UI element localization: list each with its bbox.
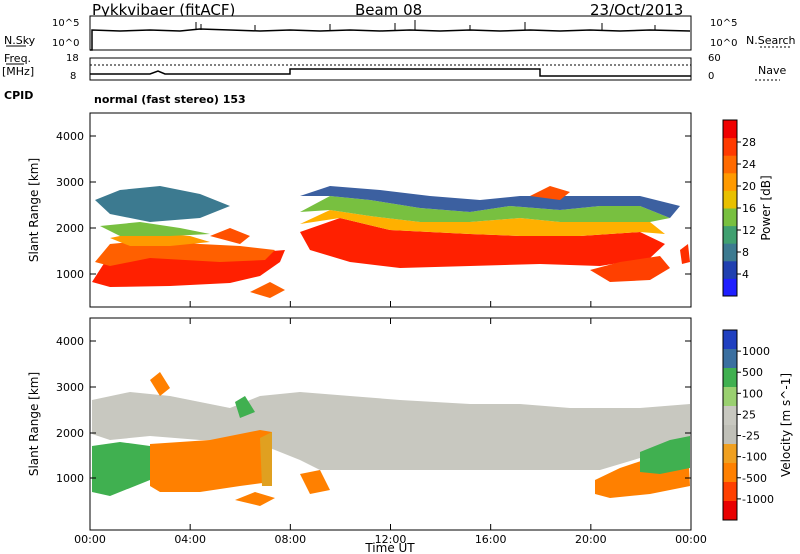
x-tick-label: 00:00 [74,533,106,546]
velocity-colorbar: 1000 500 100 25 -25 -100 -500 -1000 Velocity [m… [722,329,793,521]
colorbar-tick-label: 500 [742,366,763,379]
colorbar-cell [723,463,737,483]
nave-label: Nave [758,64,787,77]
cpid-text: normal (fast stereo) 153 [94,93,246,106]
nsky-label: N.Sky [4,34,36,47]
power-colorbar: 4 8 12 16 20 24 28 Power [dB] [722,119,773,297]
power-panel: 1000 2000 3000 4000 Slant Range [km] [27,112,692,308]
colorbar-cell [723,243,737,262]
velocity-ytick-3000: 3000 [56,381,84,394]
colorbar-tick-label: 24 [742,158,756,171]
power-heatmap-cells [92,186,690,298]
noise-tick-top: 10^5 [52,18,80,29]
colorbar-tick-label: 100 [742,387,763,400]
power-colorbar-ticks: 4 8 12 16 20 24 28 [737,136,756,281]
colorbar-cell [723,349,737,369]
colorbar-tick-label: 8 [742,246,749,259]
station-title: Pykkvibaer (fitACF) [92,1,236,19]
power-ytick-3000: 3000 [56,176,84,189]
freq-label: Freq. [4,52,32,65]
colorbar-tick-label: -1000 [742,493,774,506]
nave-tick-bottom: 0 [708,71,715,82]
nsearch-label: N.Search [746,34,796,47]
colorbar-cell [723,330,737,350]
colorbar-cell [723,406,737,426]
noise-strip [6,15,790,51]
colorbar-tick-label: -500 [742,472,767,485]
velocity-ytick-1000: 1000 [56,472,84,485]
colorbar-tick-label: 12 [742,224,756,237]
power-ytick-2000: 2000 [56,222,84,235]
power-yticks [90,135,691,275]
colorbar-cell [723,155,737,174]
noise-tick-right-top: 10^5 [710,18,738,29]
colorbar-tick-label: 16 [742,202,756,215]
x-axis-ticks: 00:00 04:00 08:00 12:00 16:00 20:00 00:00 [74,301,707,546]
colorbar-cell [723,444,737,464]
velocity-colorbar-ticks: 1000 500 100 25 -25 -100 -500 -1000 [737,345,774,506]
velocity-yticks [90,340,691,479]
colorbar-cell [723,208,737,227]
colorbar-cell [723,260,737,279]
power-ytick-4000: 4000 [56,130,84,143]
freq-unit: [MHz] [2,65,35,78]
power-colorbar-cells [723,120,737,297]
velocity-colorbar-cells [723,330,737,521]
colorbar-cell [723,137,737,156]
velocity-heatmap-cells [92,372,690,506]
colorbar-tick-label: 25 [742,408,756,421]
colorbar-cell [723,120,737,139]
noise-tick-right-bottom: 10^0 [710,38,738,49]
colorbar-tick-label: 20 [742,180,756,193]
colorbar-tick-label: 1000 [742,345,770,358]
colorbar-cell [723,501,737,521]
power-colorbar-label: Power [dB] [759,175,773,240]
nave-tick-top: 60 [708,53,721,64]
cpid-label: CPID [4,89,34,102]
colorbar-tick-label: 4 [742,268,749,281]
colorbar-cell [723,278,737,297]
velocity-panel: 1000 2000 3000 4000 Slant Range [km] 00:… [27,301,707,554]
velocity-ylabel: Slant Range [km] [27,372,41,476]
x-axis-label: Time UT [364,541,415,554]
x-tick-label: 00:00 [675,533,707,546]
colorbar-cell [723,190,737,209]
velocity-ytick-2000: 2000 [56,427,84,440]
colorbar-cell [723,387,737,407]
colorbar-cell [723,368,737,388]
colorbar-cell [723,425,737,445]
frequency-strip [6,57,780,81]
colorbar-tick-label: -100 [742,451,767,464]
x-tick-label: 20:00 [575,533,607,546]
beam-label: Beam 08 [355,1,423,19]
x-tick-label: 04:00 [174,533,206,546]
colorbar-cell [723,172,737,191]
velocity-colorbar-label: Velocity [m s^-1] [779,373,793,477]
power-ylabel: Slant Range [km] [27,158,41,262]
power-ytick-1000: 1000 [56,268,84,281]
x-tick-label: 16:00 [475,533,507,546]
freq-tick-top: 18 [66,53,79,64]
x-tick-label: 12:00 [375,533,407,546]
freq-tick-bottom: 8 [70,71,77,82]
colorbar-tick-label: 28 [742,136,756,149]
colorbar-cell [723,482,737,502]
colorbar-cell [723,225,737,244]
date-label: 23/Oct/2013 [590,1,684,19]
velocity-ytick-4000: 4000 [56,335,84,348]
x-tick-label: 08:00 [274,533,306,546]
colorbar-tick-label: -25 [742,430,760,443]
noise-tick-bottom: 10^0 [52,38,80,49]
